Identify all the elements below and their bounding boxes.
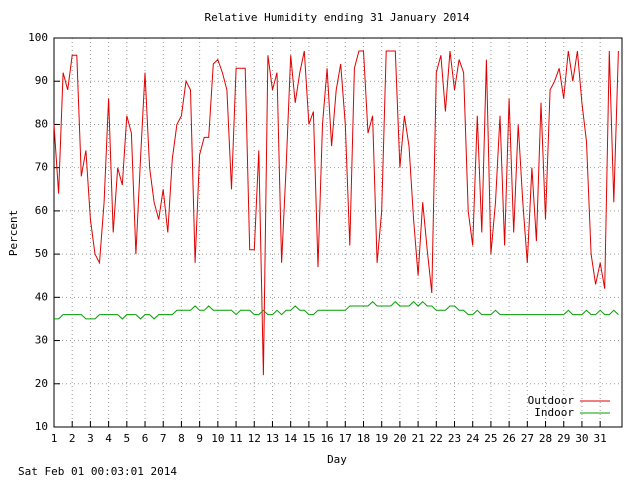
x-tick-label: 11 — [229, 432, 242, 445]
x-tick-label: 22 — [430, 432, 443, 445]
y-tick-label: 30 — [35, 334, 48, 347]
y-tick-label: 10 — [35, 420, 48, 433]
x-tick-label: 27 — [521, 432, 534, 445]
y-tick-label: 50 — [35, 247, 48, 260]
x-tick-label: 6 — [142, 432, 149, 445]
legend-label: Indoor — [534, 406, 574, 419]
y-tick-label: 60 — [35, 204, 48, 217]
x-tick-label: 9 — [196, 432, 203, 445]
y-tick-label: 90 — [35, 74, 48, 87]
data-line — [54, 301, 619, 320]
x-tick-label: 23 — [448, 432, 461, 445]
x-tick-label: 25 — [484, 432, 497, 445]
x-axis-label: Day — [327, 453, 347, 466]
x-tick-label: 8 — [178, 432, 185, 445]
x-tick-label: 24 — [466, 432, 480, 445]
y-tick-label: 100 — [28, 31, 48, 44]
x-tick-label: 2 — [69, 432, 76, 445]
y-tick-label: 20 — [35, 377, 48, 390]
legend-label: Outdoor — [528, 394, 575, 407]
x-tick-label: 30 — [575, 432, 588, 445]
x-tick-label: 7 — [160, 432, 167, 445]
x-tick-label: 3 — [87, 432, 94, 445]
x-tick-label: 16 — [320, 432, 333, 445]
x-tick-label: 21 — [411, 432, 424, 445]
x-tick-label: 26 — [503, 432, 516, 445]
x-tick-label: 15 — [302, 432, 315, 445]
x-tick-label: 17 — [339, 432, 352, 445]
footer: Sat Feb 01 00:03:01 2014 — [18, 465, 177, 478]
plot-border — [53, 37, 623, 428]
y-tick-label: 40 — [35, 290, 48, 303]
chart-title: Relative Humidity ending 31 January 2014 — [205, 11, 470, 24]
x-tick-label: 19 — [375, 432, 388, 445]
y-tick-label: 70 — [35, 161, 48, 174]
x-tick-label: 31 — [594, 432, 607, 445]
x-tick-label: 29 — [557, 432, 570, 445]
data-line — [53, 50, 619, 376]
x-tick-label: 28 — [539, 432, 552, 445]
x-tick-label: 18 — [357, 432, 370, 445]
x-tick-label: 12 — [248, 432, 261, 445]
x-tick-label: 14 — [284, 432, 298, 445]
y-axis-label: Percent — [7, 210, 20, 256]
x-tick-label: 4 — [105, 432, 112, 445]
x-tick-label: 20 — [393, 432, 406, 445]
x-tick-label: 1 — [51, 432, 58, 445]
x-tick-label: 5 — [124, 432, 131, 445]
y-tick-label: 80 — [35, 117, 48, 130]
x-tick-label: 10 — [211, 432, 224, 445]
x-tick-label: 13 — [266, 432, 279, 445]
